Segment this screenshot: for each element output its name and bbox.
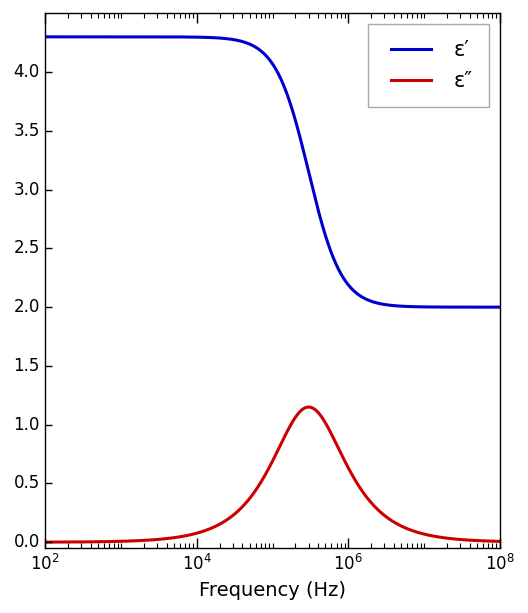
X-axis label: Frequency (Hz): Frequency (Hz) — [199, 581, 346, 600]
ε″ — [488, 538, 494, 545]
ε′ — [121, 33, 127, 40]
Legend: ε′, ε″: ε′, ε″ — [368, 24, 489, 107]
ε′ — [216, 34, 223, 42]
Line: ε′: ε′ — [45, 37, 500, 307]
ε″ — [121, 538, 127, 545]
ε″ — [42, 538, 49, 546]
ε′ — [439, 303, 445, 311]
Line: ε″: ε″ — [45, 407, 500, 542]
ε′ — [497, 303, 503, 311]
ε″ — [497, 538, 503, 545]
ε″ — [306, 403, 312, 411]
ε′ — [94, 33, 100, 40]
ε′ — [42, 33, 49, 40]
ε″ — [216, 520, 223, 528]
ε″ — [236, 506, 242, 514]
ε″ — [439, 534, 445, 541]
ε″ — [94, 538, 100, 546]
ε′ — [236, 37, 242, 44]
ε′ — [488, 303, 494, 311]
